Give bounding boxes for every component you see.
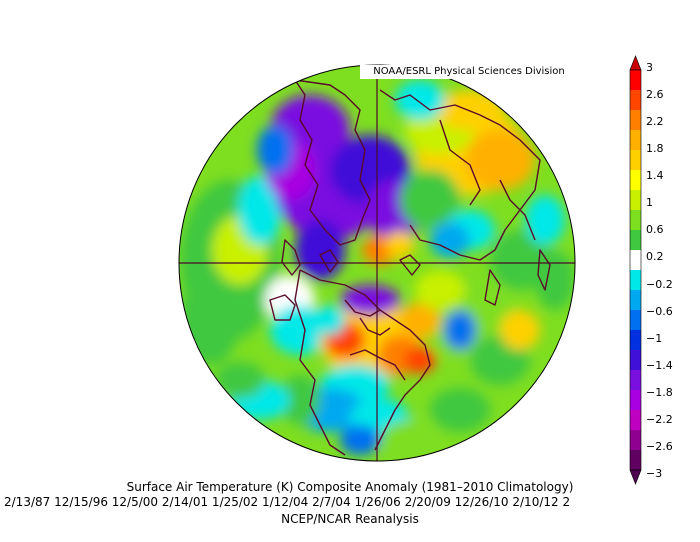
composite-dates-text: 2/13/87 12/15/96 12/5/00 2/14/01 1/25/02… bbox=[4, 495, 571, 509]
colorbar-tick-label: −0.6 bbox=[646, 304, 673, 318]
colorbar-swatch bbox=[630, 270, 641, 291]
colorbar-swatch bbox=[630, 310, 641, 331]
colorbar-tick-label: −3 bbox=[646, 467, 663, 480]
colorbar-swatch bbox=[630, 70, 641, 91]
colorbar-tick-label: 0.2 bbox=[646, 250, 664, 264]
colorbar-tick-label: 1.8 bbox=[646, 142, 664, 156]
colorbar bbox=[629, 55, 642, 485]
colorbar-tick-label: −2.2 bbox=[646, 412, 673, 426]
colorbar-swatch bbox=[630, 410, 641, 431]
data-source: NCEP/NCAR Reanalysis bbox=[281, 512, 419, 526]
coastlines bbox=[269, 79, 551, 456]
colorbar-tick-label: −0.2 bbox=[646, 277, 673, 291]
map-title: Surface Air Temperature (K) Composite An… bbox=[126, 480, 574, 494]
colorbar-tick-label: 0.6 bbox=[646, 223, 664, 237]
colorbar-tick-label: 3 bbox=[646, 61, 653, 74]
colorbar-swatch bbox=[630, 430, 641, 451]
credit-label: NOAA/ESRL Physical Sciences Division bbox=[360, 65, 578, 79]
colorbar-swatch bbox=[630, 250, 641, 271]
colorbar-tick-label: 2.6 bbox=[646, 88, 664, 102]
colorbar-tick-label: 1 bbox=[646, 196, 653, 210]
colorbar-swatch bbox=[630, 330, 641, 351]
colorbar-swatch bbox=[630, 210, 641, 231]
colorbar-tick-label: 1.4 bbox=[646, 169, 664, 183]
colorbar-swatch bbox=[630, 110, 641, 131]
composite-dates: 2/13/87 12/15/96 12/5/00 2/14/01 1/25/02… bbox=[0, 494, 700, 510]
colorbar-frame bbox=[629, 69, 642, 471]
colorbar-swatch bbox=[630, 90, 641, 111]
colorbar-swatch bbox=[630, 350, 641, 371]
colorbar-swatch bbox=[630, 450, 641, 471]
colorbar-tick-label: −1 bbox=[646, 331, 663, 345]
colorbar-swatch bbox=[630, 190, 641, 211]
colorbar-swatch bbox=[630, 370, 641, 391]
colorbar-tick-label: −2.6 bbox=[646, 439, 673, 453]
colorbar-tick-label: −1.4 bbox=[646, 358, 673, 372]
colorbar-over-triangle bbox=[629, 55, 642, 71]
colorbar-tick-label: 2.2 bbox=[646, 115, 664, 129]
colorbar-swatch bbox=[630, 170, 641, 191]
graticule bbox=[179, 65, 575, 461]
colorbar-swatch bbox=[630, 150, 641, 171]
anomaly-field bbox=[179, 65, 575, 461]
colorbar-swatch bbox=[630, 130, 641, 151]
colorbar-swatch bbox=[630, 290, 641, 311]
colorbar-tick-label: −1.8 bbox=[646, 385, 673, 399]
colorbar-swatch bbox=[630, 230, 641, 251]
colorbar-swatch bbox=[630, 390, 641, 411]
